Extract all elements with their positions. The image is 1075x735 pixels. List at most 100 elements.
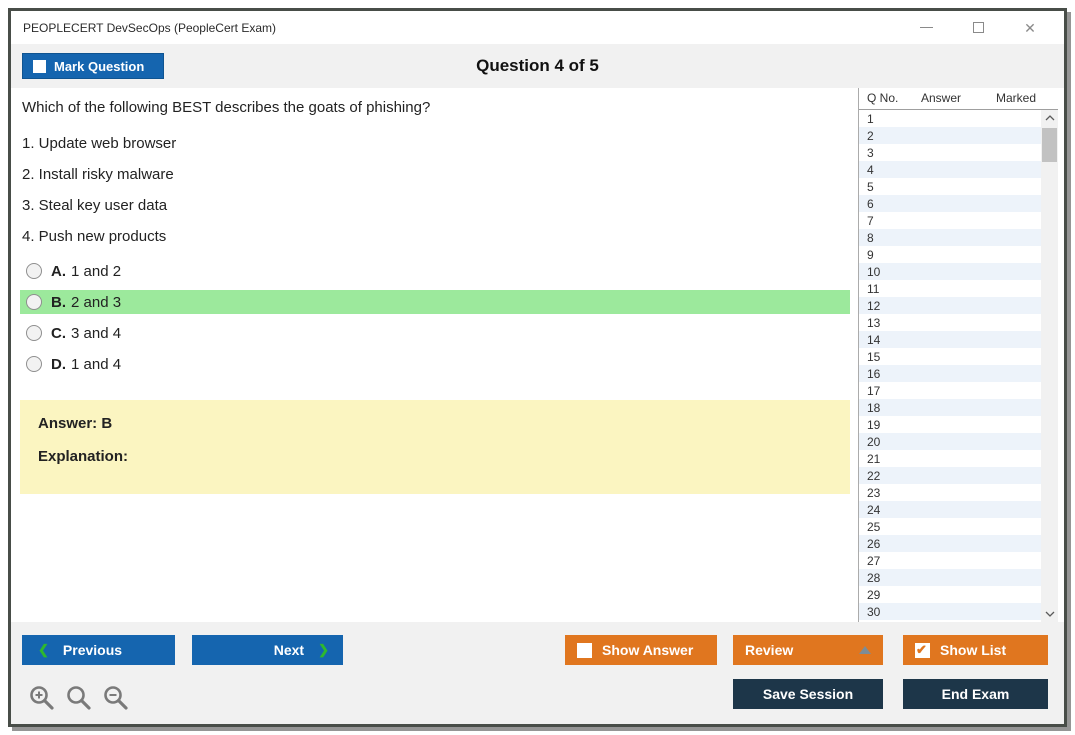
radio-button-c[interactable] — [26, 325, 42, 341]
question-list-row[interactable]: 23 — [859, 484, 1041, 501]
option-row-b[interactable]: B. 2 and 3 — [20, 290, 850, 314]
show-list-checkbox[interactable] — [915, 642, 930, 658]
question-list-row[interactable]: 7 — [859, 212, 1041, 229]
option-text: 1 and 4 — [71, 355, 122, 373]
qrow-number: 7 — [867, 213, 874, 228]
qrow-number: 8 — [867, 230, 874, 245]
qrow-number: 12 — [867, 298, 881, 313]
maximize-button[interactable] — [964, 15, 992, 41]
chevron-left-icon: ❮ — [38, 642, 49, 657]
qrow-number: 27 — [867, 553, 881, 568]
qrow-number: 13 — [867, 315, 881, 330]
review-label: Review — [745, 642, 794, 658]
option-text: 3 and 4 — [71, 324, 122, 342]
question-list-row[interactable]: 17 — [859, 382, 1041, 399]
question-list-row[interactable]: 12 — [859, 297, 1041, 314]
column-header-qno: Q No. — [867, 91, 899, 105]
next-button[interactable]: Next ❯ — [192, 635, 343, 665]
option-text: 1 and 2 — [71, 262, 122, 280]
question-statements: 1. Update web browser 2. Install risky m… — [22, 128, 176, 252]
radio-button-d[interactable] — [26, 356, 42, 372]
question-list-row[interactable]: 21 — [859, 450, 1041, 467]
show-list-label: Show List — [940, 642, 1007, 658]
question-list-row[interactable]: 10 — [859, 263, 1041, 280]
radio-button-b[interactable] — [26, 294, 42, 310]
scrollbar-thumb[interactable] — [1042, 128, 1057, 162]
column-header-answer: Answer — [921, 91, 962, 105]
qrow-number: 21 — [867, 451, 881, 466]
option-row-a[interactable]: A. 1 and 2 — [20, 259, 850, 283]
question-list-panel: Q No. Answer Marked 1 2 3 4 5 6 7 8 — [858, 88, 1064, 622]
mark-question-button[interactable]: Mark Question — [22, 53, 164, 79]
save-session-button[interactable]: Save Session — [733, 679, 883, 709]
option-letter: B. — [51, 293, 66, 311]
question-list-row[interactable]: 27 — [859, 552, 1041, 569]
qrow-number: 30 — [867, 604, 881, 619]
next-label: Next — [273, 642, 305, 658]
question-list-row[interactable]: 9 — [859, 246, 1041, 263]
show-answer-checkbox[interactable] — [577, 642, 592, 658]
save-session-label: Save Session — [762, 686, 854, 702]
qrow-number: 5 — [867, 179, 874, 194]
qrow-number: 2 — [867, 128, 874, 143]
minimize-button[interactable] — [912, 15, 940, 41]
previous-label: Previous — [62, 642, 123, 658]
question-list-header: Q No. Answer Marked — [859, 88, 1058, 110]
qrow-number: 11 — [867, 281, 880, 296]
previous-button[interactable]: ❮ Previous — [22, 635, 175, 665]
qrow-number: 23 — [867, 485, 881, 500]
explanation-label: Explanation: — [38, 448, 129, 465]
show-list-button[interactable]: Show List — [903, 635, 1048, 665]
question-list-row[interactable]: 24 — [859, 501, 1041, 518]
review-dropdown-button[interactable]: Review — [733, 635, 883, 665]
mark-question-checkbox[interactable] — [33, 59, 46, 73]
question-list-row[interactable]: 19 — [859, 416, 1041, 433]
question-list-scrollbar[interactable] — [1041, 110, 1058, 622]
question-list-row[interactable]: 20 — [859, 433, 1041, 450]
question-list-row[interactable]: 16 — [859, 365, 1041, 382]
maximize-icon — [972, 22, 984, 33]
question-statement: 4. Push new products — [22, 228, 167, 245]
zoom-out-icon[interactable] — [102, 684, 130, 712]
qrow-number: 15 — [867, 349, 881, 364]
qrow-number: 10 — [867, 264, 881, 279]
qrow-number: 17 — [867, 383, 881, 398]
question-list-row[interactable]: 4 — [859, 161, 1041, 178]
question-list-row[interactable]: 28 — [859, 569, 1041, 586]
scroll-up-icon[interactable] — [1041, 110, 1058, 126]
option-row-c[interactable]: C. 3 and 4 — [20, 321, 850, 345]
scroll-down-icon[interactable] — [1041, 606, 1058, 622]
end-exam-button[interactable]: End Exam — [903, 679, 1048, 709]
question-list-row[interactable]: 18 — [859, 399, 1041, 416]
qrow-number: 29 — [867, 587, 881, 602]
question-list-row[interactable]: 22 — [859, 467, 1041, 484]
qrow-number: 3 — [867, 145, 874, 160]
question-list-row[interactable]: 11 — [859, 280, 1041, 297]
zoom-in-icon[interactable] — [28, 684, 56, 712]
question-list-row[interactable]: 14 — [859, 331, 1041, 348]
question-list-row[interactable]: 13 — [859, 314, 1041, 331]
question-list-row[interactable]: 29 — [859, 586, 1041, 603]
question-list-row[interactable]: 1 — [859, 110, 1041, 127]
radio-button-a[interactable] — [26, 263, 42, 279]
chevron-right-icon: ❯ — [318, 642, 329, 657]
close-button[interactable]: ✕ — [1016, 15, 1044, 41]
show-answer-button[interactable]: Show Answer — [565, 635, 717, 665]
question-list-row[interactable]: 25 — [859, 518, 1041, 535]
question-list-row[interactable]: 30 — [859, 603, 1041, 620]
zoom-reset-icon[interactable] — [65, 684, 93, 712]
question-statement: 2. Install risky malware — [22, 166, 174, 183]
question-list-row[interactable]: 15 — [859, 348, 1041, 365]
option-row-d[interactable]: D. 1 and 4 — [20, 352, 850, 376]
question-list-row[interactable]: 3 — [859, 144, 1041, 161]
question-list-row[interactable]: 6 — [859, 195, 1041, 212]
window-title: PEOPLECERT DevSecOps (PeopleCert Exam) — [23, 20, 276, 35]
qrow-number: 14 — [867, 332, 881, 347]
option-letter: D. — [51, 355, 66, 373]
answer-value: Answer: B — [38, 415, 113, 432]
qrow-number: 25 — [867, 519, 881, 534]
question-list-row[interactable]: 8 — [859, 229, 1041, 246]
question-list-row[interactable]: 5 — [859, 178, 1041, 195]
question-list-row[interactable]: 26 — [859, 535, 1041, 552]
question-list-row[interactable]: 2 — [859, 127, 1041, 144]
